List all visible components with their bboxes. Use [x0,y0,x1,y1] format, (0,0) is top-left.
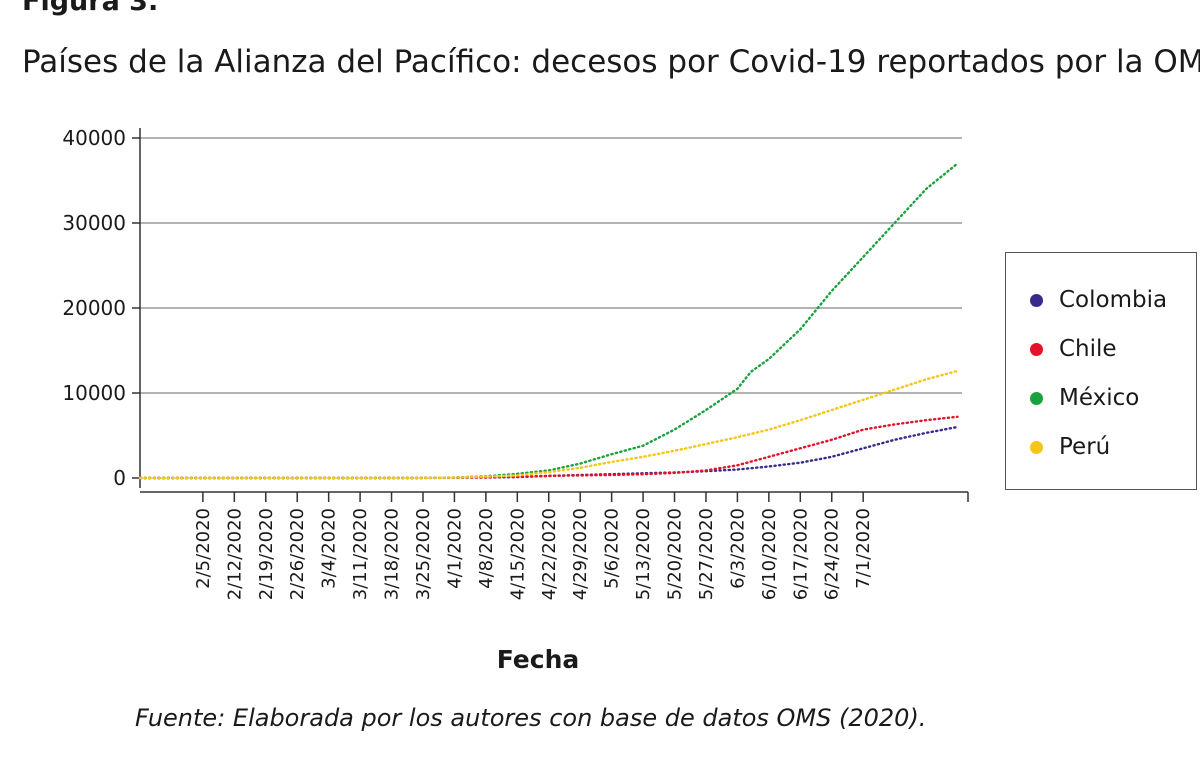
x-tick-label: 2/5/2020 [193,508,214,589]
x-tick-label: 5/13/2020 [633,508,654,600]
x-tick-label: 4/29/2020 [570,508,591,600]
y-tick-label: 40000 [62,126,126,150]
x-tick-label: 4/1/2020 [444,508,465,589]
legend-item: México [1030,383,1139,413]
figure-label: Figura 3. [22,0,159,17]
legend-item: Colombia [1030,285,1167,315]
x-tick-label: 7/1/2020 [853,508,874,589]
x-tick-label: 6/3/2020 [727,508,748,589]
legend-marker [1030,440,1043,454]
series-line-perú [138,369,959,480]
x-tick-label: 2/19/2020 [256,508,277,600]
x-tick-label: 3/4/2020 [319,508,340,589]
figure-title: Países de la Alianza del Pacífico: deces… [22,44,1200,80]
series-lines [138,162,959,480]
x-tick-label: 4/15/2020 [507,508,528,600]
x-tick-label: 5/20/2020 [665,508,686,600]
x-axis-label: Fecha [497,645,580,674]
gridlines [140,137,962,394]
source-note: Fuente: Elaborada por los autores con ba… [135,704,927,732]
x-tick-label: 3/11/2020 [350,508,371,600]
legend-item: Chile [1030,334,1117,364]
x-tick-label: 5/6/2020 [602,508,623,589]
legend-marker [1030,391,1043,405]
legend-label: Colombia [1059,287,1168,313]
x-tick-label: 3/25/2020 [413,508,434,600]
x-tick-label: 3/18/2020 [382,508,403,600]
legend: Colombia Chile México Perú [1005,252,1197,490]
x-tick-label: 2/12/2020 [224,508,245,600]
series-line-chile [138,415,959,480]
y-tick-label: 30000 [62,211,126,235]
x-tick-label: 6/24/2020 [822,508,843,600]
x-tick-label: 4/8/2020 [476,508,497,589]
legend-marker [1030,342,1043,356]
x-tick-label: 6/17/2020 [790,508,811,600]
legend-marker [1030,293,1043,307]
tick-labels: 0 10000 20000 30000 40000 2/5/2020 2/12/2020 2/… [62,126,874,600]
x-tick-label: 5/27/2020 [696,508,717,600]
y-tick-label: 0 [113,466,126,490]
legend-label: México [1059,385,1140,411]
series-line-méxico [138,162,959,480]
y-tick-label: 20000 [62,296,126,320]
axes [132,128,969,502]
legend-label: Perú [1059,434,1111,460]
x-tick-label: 4/22/2020 [539,508,560,600]
legend-item: Perú [1030,432,1110,462]
y-tick-label: 10000 [62,381,126,405]
legend-label: Chile [1059,336,1117,362]
x-tick-label: 6/10/2020 [759,508,780,600]
x-tick-label: 2/26/2020 [287,508,308,600]
